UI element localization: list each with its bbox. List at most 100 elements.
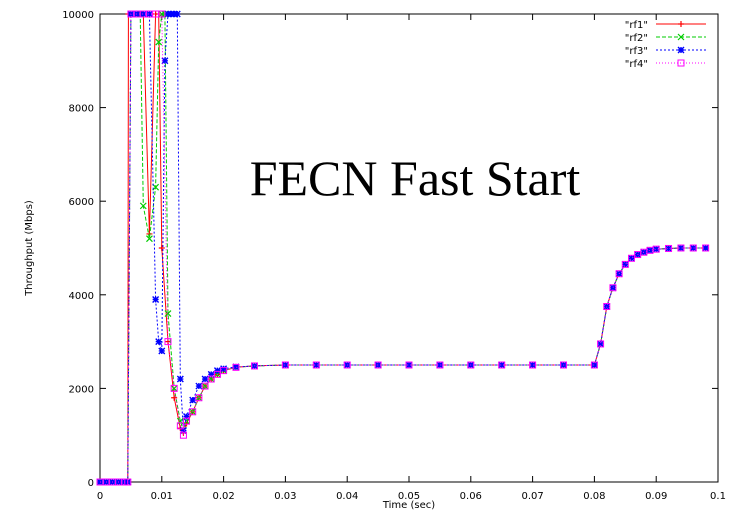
data-point — [207, 370, 215, 378]
data-point — [183, 412, 191, 420]
data-point — [170, 384, 178, 392]
data-point — [436, 361, 444, 369]
data-point — [529, 361, 537, 369]
axis-ticks: 0 0.01 0.02 0.03 0.04 0.05 0.06 0.07 0.08 0.09 0.1… — [62, 10, 726, 502]
data-point — [201, 375, 209, 383]
x-tick-label: 0.08 — [583, 491, 605, 502]
data-point — [665, 244, 673, 252]
data-point — [251, 362, 258, 370]
data-point — [158, 10, 166, 18]
data-point — [665, 244, 673, 252]
y-axis-label: Throughput (Mbps) — [24, 200, 35, 297]
data-point — [176, 375, 184, 383]
data-point — [652, 245, 660, 253]
series-2 — [96, 10, 710, 486]
data-point — [145, 10, 153, 18]
data-point — [155, 38, 163, 46]
data-point — [281, 361, 289, 369]
data-point — [179, 427, 187, 435]
y-tick-label: 0 — [88, 478, 94, 489]
data-point — [498, 361, 506, 369]
data-point — [597, 340, 605, 348]
series-3 — [96, 10, 710, 486]
y-tick-label: 4000 — [69, 291, 94, 302]
data-point — [405, 361, 413, 369]
data-point — [702, 244, 710, 252]
x-tick-label: 0.09 — [645, 491, 667, 502]
data-point — [689, 244, 697, 252]
data-point — [207, 375, 215, 383]
data-point — [603, 303, 611, 310]
data-point — [343, 361, 351, 369]
data-point — [171, 394, 178, 401]
data-point — [220, 367, 228, 375]
data-point — [158, 347, 166, 355]
data-point — [179, 431, 187, 439]
data-point — [597, 340, 605, 348]
data-point — [152, 295, 160, 303]
x-tick-label: 0 — [97, 491, 103, 502]
data-point — [312, 361, 320, 369]
x-tick-label: 0.04 — [336, 491, 358, 502]
data-point — [170, 384, 178, 392]
data-point — [677, 244, 685, 252]
x-tick-label: 0.06 — [460, 491, 482, 502]
data-point — [213, 367, 221, 375]
series-line — [100, 13, 706, 483]
data-point — [170, 10, 178, 18]
data-point — [590, 361, 598, 369]
x-tick-label: 0.01 — [151, 491, 173, 502]
data-point — [689, 244, 697, 252]
data-point — [677, 46, 685, 54]
data-point — [183, 417, 191, 425]
data-point — [146, 235, 153, 243]
data-point — [615, 270, 623, 278]
data-point — [167, 10, 175, 18]
y-tick-label: 6000 — [69, 197, 94, 208]
data-point — [374, 361, 382, 369]
data-point — [189, 408, 197, 416]
legend-label: "rf3" — [625, 46, 648, 57]
data-point — [677, 244, 685, 252]
data-point — [176, 422, 184, 430]
x-tick-label: 0.07 — [521, 491, 543, 502]
data-point — [678, 21, 684, 27]
data-point — [312, 361, 320, 369]
data-point — [467, 361, 475, 369]
data-point — [677, 59, 685, 67]
data-point — [646, 246, 654, 254]
data-point — [155, 338, 163, 346]
series-layer — [96, 10, 710, 486]
data-point — [603, 303, 611, 310]
data-point — [158, 245, 165, 251]
data-point — [498, 361, 506, 369]
data-point — [189, 396, 197, 404]
data-point — [139, 202, 147, 210]
data-point — [164, 10, 172, 18]
data-point — [621, 260, 629, 268]
data-point — [609, 284, 617, 292]
legend-label: "rf1" — [625, 20, 648, 31]
data-point — [173, 10, 181, 18]
y-tick-label: 10000 — [62, 10, 94, 21]
legend: "rf1" "rf2" "rf3" "rf4" — [625, 20, 706, 70]
y-tick-label: 8000 — [69, 104, 94, 115]
data-point — [139, 10, 147, 18]
legend-label: "rf4" — [625, 59, 648, 70]
data-point — [124, 478, 132, 486]
data-point — [201, 382, 209, 390]
x-tick-label: 0.03 — [274, 491, 296, 502]
data-point — [702, 244, 710, 252]
data-point — [189, 408, 197, 416]
data-point — [158, 10, 166, 18]
x-axis-label: Time (sec) — [382, 500, 435, 511]
data-point — [164, 310, 172, 317]
data-point — [213, 370, 221, 378]
data-point — [609, 284, 617, 292]
data-point — [195, 382, 203, 390]
data-point — [677, 33, 685, 41]
data-point — [164, 338, 172, 346]
data-point — [201, 382, 209, 390]
data-point — [343, 361, 351, 369]
